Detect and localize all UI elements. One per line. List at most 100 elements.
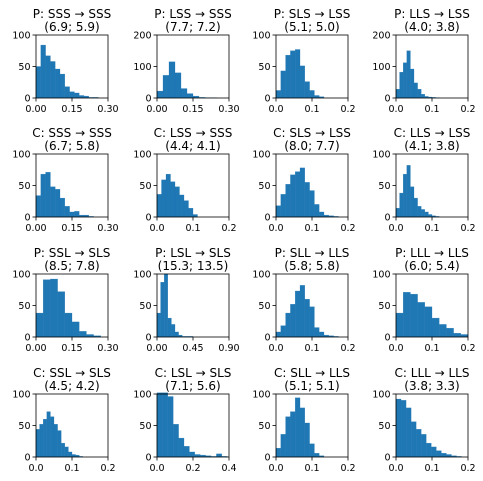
y-tick-label: 50 <box>258 62 270 73</box>
panel-subtitle: (8.5; 7.8) <box>44 259 99 273</box>
histogram-bar <box>421 94 426 99</box>
histogram-bar <box>399 71 404 99</box>
y-tick-label: 0 <box>384 332 390 343</box>
histogram-bar <box>74 92 80 99</box>
x-tick-label: 0.15 <box>61 343 82 354</box>
histogram-bar <box>395 398 402 458</box>
histogram-bar <box>290 50 296 99</box>
histogram-bar <box>174 331 179 338</box>
y-tick-label: 0 <box>24 93 30 104</box>
histogram-bar <box>64 312 73 338</box>
histogram-bar <box>50 61 56 99</box>
panel-15: C: SLL → LLS(5.1; 5.1) 0.0 0.1 0.2 0 50 100 <box>252 366 355 474</box>
histogram-bar <box>426 442 432 458</box>
y-tick-label: 50 <box>378 301 390 312</box>
y-tick-label: 0 <box>145 332 151 343</box>
x-tick-label: 0.1 <box>304 463 319 474</box>
histogram-bar <box>294 290 301 338</box>
y-tick-label: 100 <box>372 269 390 280</box>
x-tick-label: 0.0 <box>388 104 403 115</box>
histogram-bar <box>183 200 189 218</box>
panel-title: P: SSL → SLS <box>34 246 111 260</box>
histogram-bar <box>403 292 411 338</box>
y-tick-label: 0 <box>145 93 151 104</box>
histogram-bar <box>174 186 180 218</box>
histogram-bar <box>399 192 404 218</box>
y-tick-label: 0 <box>24 452 30 463</box>
histogram-bar <box>69 211 75 218</box>
x-tick-label: 0.1 <box>64 463 79 474</box>
histogram-bar <box>304 81 310 99</box>
y-tick-label: 50 <box>18 301 30 312</box>
y-tick-label: 0 <box>264 93 270 104</box>
histogram-bar <box>275 331 281 338</box>
panel-title: P: SLS → LSS <box>274 7 351 21</box>
y-tick-label: 100 <box>133 389 151 400</box>
x-tick-label: 0.1 <box>304 343 319 354</box>
y-tick-label: 100 <box>12 149 30 160</box>
y-tick-label: 0 <box>145 212 151 223</box>
panel-subtitle: (4.0; 3.8) <box>404 20 459 34</box>
y-tick-label: 0 <box>24 212 30 223</box>
x-tick-label: 0.0 <box>28 463 43 474</box>
histogram-bar <box>167 396 174 458</box>
panel-subtitle: (6.0; 5.4) <box>404 259 459 273</box>
histogram-bar <box>156 90 164 99</box>
histogram-bar <box>280 434 286 458</box>
histogram-bar <box>167 317 172 338</box>
histogram-bar <box>45 172 51 218</box>
panel-title: P: LLS → LSS <box>394 7 470 21</box>
y-tick-label: 100 <box>12 30 30 41</box>
x-tick-label: 0.15 <box>61 104 82 115</box>
x-tick-label: 0.1 <box>424 104 439 115</box>
x-tick-label: 0.2 <box>460 343 475 354</box>
x-tick-label: 0.30 <box>97 343 118 354</box>
y-tick-label: 50 <box>139 181 151 192</box>
y-tick-label: 0 <box>264 212 270 223</box>
histogram-bar <box>35 195 41 218</box>
panel-subtitle: (5.8; 5.8) <box>284 259 339 273</box>
histogram-bar <box>403 62 408 99</box>
histogram-bar <box>74 211 80 218</box>
panel-title: P: LLL → LLS <box>395 246 469 260</box>
y-tick-label: 0 <box>145 452 151 463</box>
panel-subtitle: (4.1; 3.8) <box>404 139 459 153</box>
panel-9: P: SSL → SLS(8.5; 7.8) 0.00 0.15 0.30 0 50 100 <box>12 246 118 354</box>
histogram-bar <box>309 90 315 99</box>
panel-10: P: LSL → SLS(15.3; 13.5) 0.00 0.45 0.90 0 50 1… <box>133 246 239 354</box>
histogram-bar <box>156 312 161 338</box>
panel-title: C: LSS → SSS <box>154 126 233 140</box>
histogram-bar <box>45 55 51 99</box>
histogram-bar <box>59 197 65 218</box>
histogram-bar <box>156 194 162 218</box>
histogram-bar <box>168 61 176 99</box>
histogram-bar <box>319 331 325 338</box>
histogram-bar <box>161 179 167 218</box>
y-tick-label: 100 <box>252 30 270 41</box>
histogram-bar <box>417 206 422 218</box>
x-tick-label: 0.2 <box>340 223 355 234</box>
panel-title: C: LLL → LLS <box>395 366 470 380</box>
histogram-bar <box>417 302 426 338</box>
histogram-bar <box>403 173 408 218</box>
histogram-bar <box>216 453 222 458</box>
histogram-bar <box>64 86 70 99</box>
histogram-bar <box>275 90 281 99</box>
histogram-bar <box>304 182 310 218</box>
histogram-bar <box>40 173 46 218</box>
y-tick-label: 100 <box>12 389 30 400</box>
histogram-bar <box>421 209 426 218</box>
histogram-bar <box>413 82 418 99</box>
y-tick-label: 100 <box>133 62 151 73</box>
histogram-bar <box>180 88 188 99</box>
histogram-bar <box>68 451 73 458</box>
histogram-bar <box>309 443 315 458</box>
y-tick-label: 50 <box>18 181 30 192</box>
histogram-bar <box>50 416 55 458</box>
panel-5: C: SSS → SSS(6.7; 5.8) 0.00 0.15 0.30 0 50 100 <box>12 126 118 234</box>
histogram-bar <box>64 446 69 458</box>
panel-12: P: LLL → LLS(6.0; 5.4) 0.0 0.1 0.2 0 50 100 <box>372 246 475 354</box>
histogram-bar <box>55 189 61 218</box>
x-tick-label: 0.0 <box>149 463 164 474</box>
x-tick-label: 0.15 <box>61 223 82 234</box>
